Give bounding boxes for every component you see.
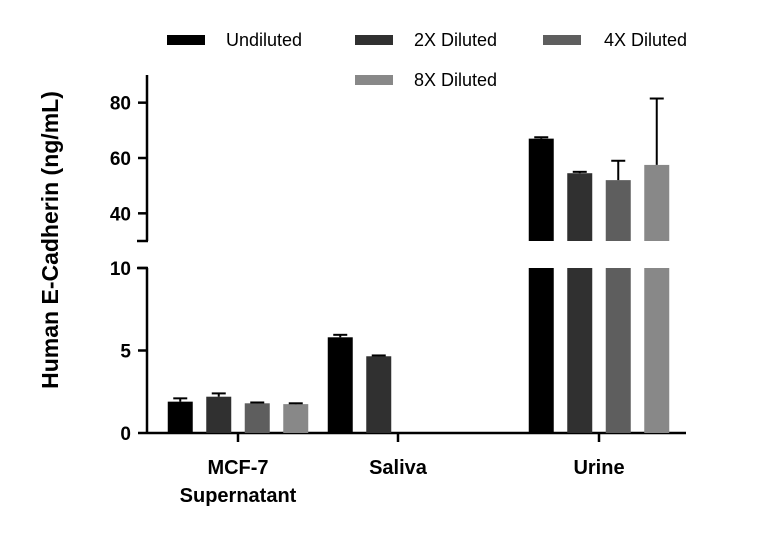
y-axis-title: Human E-Cadherin (ng/mL) <box>37 91 63 389</box>
y-tick-label-5: 5 <box>120 342 131 363</box>
legend-label: 2X Diluted <box>414 30 497 50</box>
legend: Undiluted 2X Diluted 4X Diluted 8X Diluted <box>167 30 687 90</box>
bar <box>283 404 309 433</box>
legend-label: 8X Diluted <box>414 70 497 90</box>
bar <box>167 401 193 433</box>
y-tick-label-80: 80 <box>110 94 131 115</box>
legend-swatch <box>355 75 393 85</box>
bar-lower-segment <box>567 268 593 433</box>
x-tick-label: Urine <box>573 457 624 479</box>
bar <box>366 356 392 433</box>
bar <box>206 396 232 433</box>
bar <box>327 337 353 433</box>
legend-label: 4X Diluted <box>604 30 687 50</box>
legend-swatch <box>543 35 581 45</box>
legend-label: Undiluted <box>226 30 302 50</box>
bar-upper-segment <box>644 164 670 241</box>
bar-upper-segment <box>567 173 593 241</box>
x-tick-label: Saliva <box>369 457 428 479</box>
bars <box>167 97 670 433</box>
axes <box>137 75 686 442</box>
y-tick-label-40: 40 <box>110 204 131 225</box>
bar <box>244 403 270 433</box>
labels: 0 5 10 40 60 80 MCF-7 Supernatant Saliva Urine Hum… <box>37 91 625 507</box>
bar-upper-segment <box>605 180 631 241</box>
bar-lower-segment <box>528 268 554 433</box>
y-tick-label-0: 0 <box>120 424 131 445</box>
bar-lower-segment <box>605 268 631 433</box>
legend-swatch <box>355 35 393 45</box>
bar-upper-segment <box>528 138 554 241</box>
y-tick-label-10: 10 <box>110 259 131 280</box>
y-tick-label-60: 60 <box>110 149 131 170</box>
x-tick-label: MCF-7 Supernatant <box>180 457 297 507</box>
legend-swatch <box>167 35 205 45</box>
bar-lower-segment <box>644 268 670 433</box>
